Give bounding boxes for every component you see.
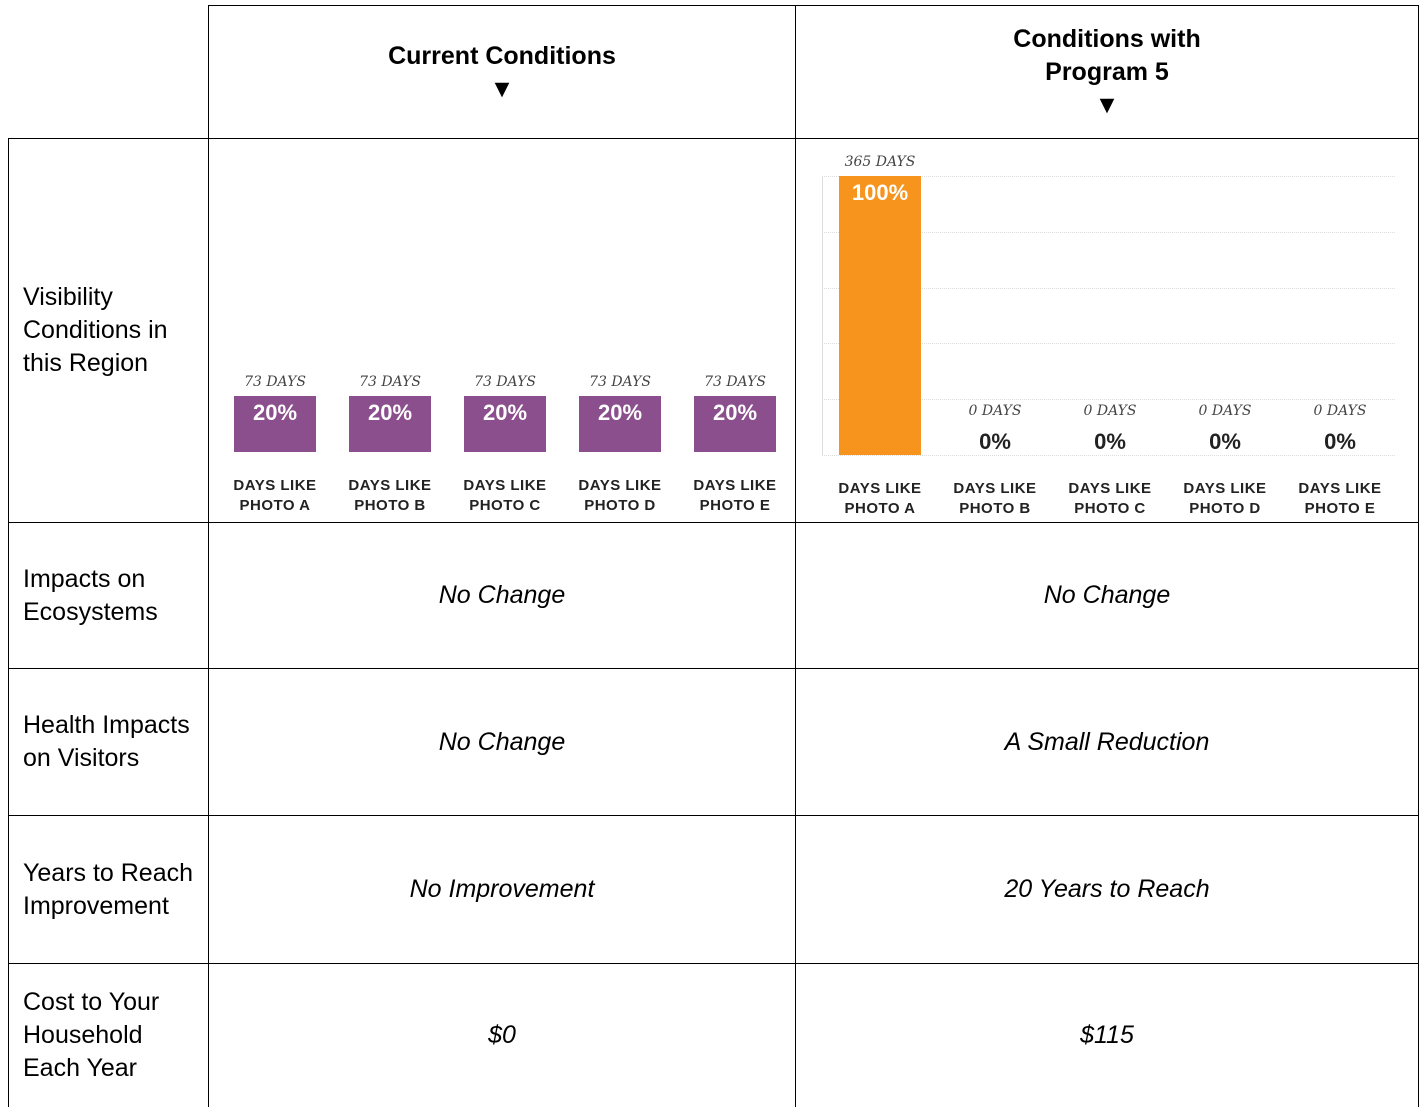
day-label: 73 DAYS: [359, 374, 421, 391]
label-text: Cost to Your Household Each Year: [23, 988, 160, 1082]
grid-line: [822, 231, 1395, 233]
cell-value: $115: [795, 963, 1419, 1107]
day-label: 0 DAYS: [1198, 403, 1252, 419]
header-cell: Conditions with Program 5 ▼: [795, 5, 1419, 139]
value-label: 20%: [597, 400, 643, 426]
day-label: 0 DAYS: [1083, 403, 1137, 419]
label-text: Impacts on Ecosystems: [23, 564, 158, 626]
value-label: 20%: [367, 400, 413, 426]
x-tick-label: DAYS LIKE PHOTO D: [1183, 480, 1267, 517]
cell-value: No Improvement: [208, 815, 796, 964]
x-tick-label: DAYS LIKE PHOTO E: [1298, 480, 1382, 517]
row-label: Cost to Your Household Each Year: [8, 963, 209, 1107]
row-label: Impacts on Ecosystems: [8, 522, 209, 669]
cell-value: A Small Reduction: [795, 668, 1419, 816]
bar: [839, 176, 921, 455]
label-text: Health Impacts on Visitors: [23, 711, 190, 772]
x-tick-label: DAYS LIKE PHOTO D: [578, 477, 662, 514]
x-tick-label: DAYS LIKE PHOTO A: [233, 477, 317, 514]
x-tick-label: DAYS LIKE PHOTO C: [1068, 480, 1152, 517]
header-text: Current Conditions: [388, 41, 616, 70]
header-cell: Current Conditions ▼: [208, 5, 796, 139]
value-label: 0%: [1324, 429, 1356, 454]
x-tick-label: DAYS LIKE PHOTO A: [838, 480, 922, 517]
day-label: 73 DAYS: [704, 374, 766, 391]
bar: [694, 396, 776, 452]
bar: [579, 396, 661, 452]
x-tick-label: DAYS LIKE PHOTO E: [693, 477, 777, 514]
x-tick-label: DAYS LIKE PHOTO B: [348, 477, 432, 514]
day-label: 73 DAYS: [589, 374, 651, 391]
cell-value: No Change: [795, 522, 1419, 669]
grid-line: [822, 399, 1395, 401]
day-label: 73 DAYS: [244, 374, 306, 391]
chart-cell: [208, 138, 796, 523]
day-label: 0 DAYS: [968, 403, 1022, 419]
value-label: 20%: [482, 400, 528, 426]
arrow: ▼: [1094, 91, 1120, 119]
header-text: Conditions with Program 5: [1013, 25, 1201, 86]
row-label: Visibility Conditions in this Region: [8, 138, 209, 523]
cell-value: No Change: [208, 668, 796, 816]
value-label: 0%: [1094, 429, 1126, 454]
cell-value: 20 Years to Reach: [795, 815, 1419, 964]
x-tick-label: DAYS LIKE PHOTO B: [953, 480, 1037, 517]
arrow: ▼: [489, 74, 515, 103]
grid-line: [822, 455, 1395, 456]
value-label: 20%: [252, 400, 298, 426]
value-label: 20%: [712, 400, 758, 426]
value-label: 0%: [979, 429, 1011, 454]
bar: [464, 396, 546, 452]
axis-line: [822, 176, 823, 455]
bar: [349, 396, 431, 452]
grid-line: [822, 287, 1395, 289]
grid-line: [822, 176, 1395, 177]
grid-line: [822, 343, 1395, 345]
bar: [234, 396, 316, 452]
label-text: Years to Reach Improvement: [23, 858, 194, 920]
day-label: 0 DAYS: [1313, 403, 1367, 419]
value-label: 0%: [1209, 429, 1241, 454]
day-label: 365 DAYS: [844, 154, 916, 170]
value-label: 100%: [851, 180, 909, 205]
row-label: Years to Reach Improvement: [8, 815, 209, 964]
cell-value: $0: [208, 963, 796, 1107]
cell-value: No Change: [208, 522, 796, 669]
x-tick-label: DAYS LIKE PHOTO C: [463, 477, 547, 514]
day-label: 73 DAYS: [474, 374, 536, 391]
row-label: Health Impacts on Visitors: [8, 668, 209, 816]
label-text: Visibility Conditions in this Region: [23, 283, 168, 377]
